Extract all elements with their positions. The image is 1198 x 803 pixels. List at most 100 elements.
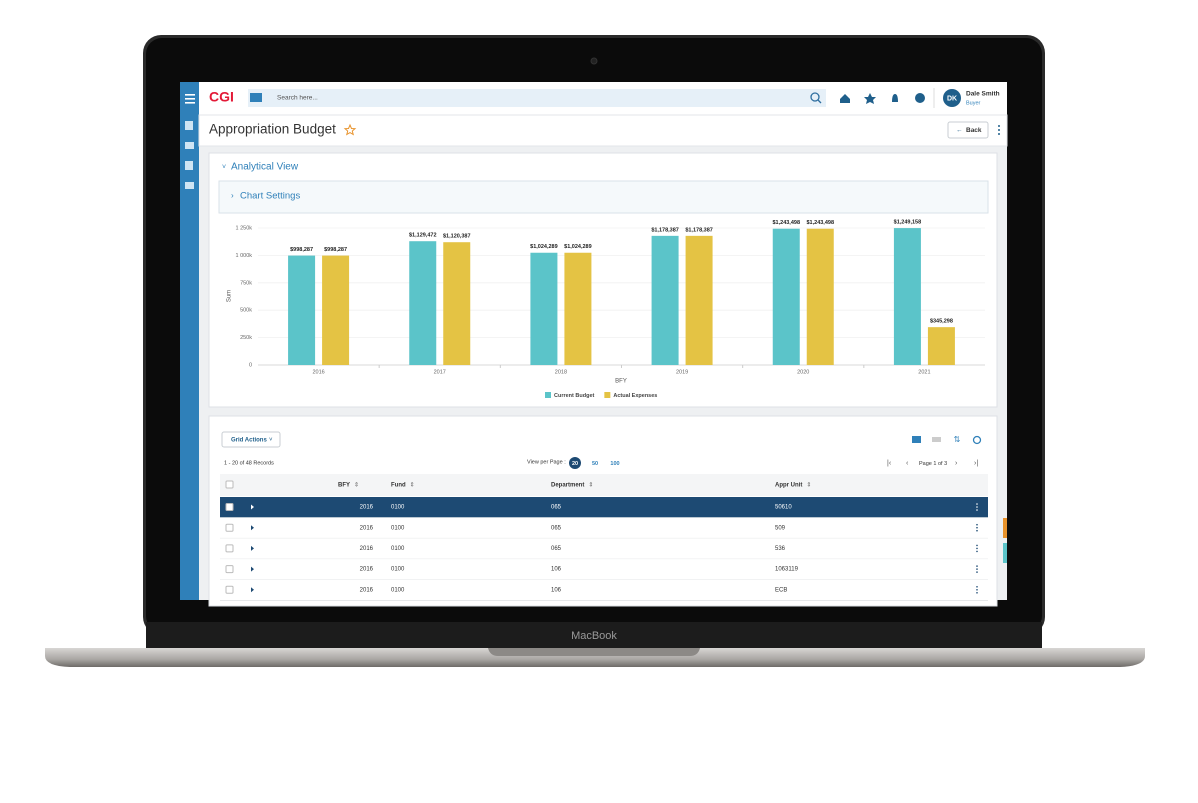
bar: [530, 252, 558, 365]
page-size[interactable]: 100: [610, 461, 619, 467]
x-tick-label: 2020: [797, 369, 809, 375]
expand-row[interactable]: [251, 566, 254, 572]
column-header[interactable]: BFY: [338, 483, 350, 489]
row-menu[interactable]: [976, 547, 978, 550]
row-menu[interactable]: [976, 550, 978, 553]
row-checkbox[interactable]: [225, 585, 234, 594]
row-checkbox[interactable]: [225, 565, 234, 574]
column-header[interactable]: Department: [551, 483, 584, 489]
row[interactable]: [220, 517, 988, 539]
next-page[interactable]: ›: [955, 460, 958, 467]
settings-tool[interactable]: [972, 435, 982, 445]
legend-swatch: [604, 392, 611, 398]
cell: 50610: [775, 505, 792, 511]
page-size[interactable]: 20: [572, 461, 578, 467]
user-name: Dale Smith: [966, 91, 1000, 98]
cell: 106: [551, 587, 562, 593]
expand-row[interactable]: [251, 504, 254, 510]
collapse-icon[interactable]: ˅: [222, 164, 226, 171]
help-icon[interactable]: [915, 93, 925, 103]
cell: 509: [775, 525, 786, 531]
side-tab[interactable]: [1003, 518, 1007, 538]
title-bar: [198, 114, 1008, 147]
last-page[interactable]: ›|: [974, 460, 978, 467]
search-box[interactable]: [248, 89, 826, 107]
side-tab[interactable]: [1003, 543, 1007, 563]
selected-row[interactable]: [220, 497, 988, 518]
expand-row[interactable]: [251, 545, 254, 551]
row-menu[interactable]: [976, 503, 978, 505]
sidebar-icon[interactable]: [185, 121, 193, 130]
value-label: $1,129,472: [409, 233, 437, 239]
row-checkbox[interactable]: [225, 503, 234, 511]
select-all[interactable]: [225, 480, 234, 489]
prev-page[interactable]: ‹: [906, 460, 909, 467]
grid-tool[interactable]: [932, 437, 941, 442]
y-tick-label: 1 000k: [235, 253, 252, 259]
row-menu[interactable]: [976, 506, 978, 508]
row-menu[interactable]: [976, 565, 978, 567]
search-icon[interactable]: [810, 92, 820, 102]
section-title[interactable]: Analytical View: [231, 162, 299, 173]
expand-row[interactable]: [251, 525, 254, 531]
row[interactable]: [220, 579, 988, 601]
y-axis-label: Sum: [227, 290, 233, 302]
user-role: Buyer: [966, 100, 981, 106]
cell: 065: [551, 505, 562, 511]
column-header[interactable]: Appr Unit: [775, 483, 802, 489]
sidebar-icon[interactable]: [185, 182, 194, 189]
bar: [564, 252, 592, 365]
expand-row[interactable]: [251, 587, 254, 593]
page-info: Page 1 of 3: [919, 461, 947, 467]
notifications-icon[interactable]: [892, 94, 898, 102]
row-menu[interactable]: [976, 589, 978, 591]
value-label: $1,243,498: [772, 220, 800, 226]
column-header[interactable]: Fund: [391, 483, 406, 489]
more-menu[interactable]: [998, 125, 1000, 135]
row-checkbox[interactable]: [225, 523, 234, 532]
sidebar-icon[interactable]: [185, 142, 194, 149]
x-tick-label: 2019: [676, 369, 688, 375]
legend-label: Current Budget: [554, 393, 595, 399]
bar: [927, 327, 955, 365]
bar: [772, 228, 800, 365]
row-menu[interactable]: [976, 568, 978, 570]
row-menu[interactable]: [976, 592, 978, 594]
row-menu[interactable]: [976, 544, 978, 547]
chart: 0 250k 500k 750k 1 000k 1 250k 2016 $998,287 $99…: [235, 220, 985, 399]
device-label: MacBook: [571, 630, 617, 642]
avatar[interactable]: [943, 89, 961, 107]
row-menu[interactable]: [976, 529, 978, 532]
row-menu[interactable]: [976, 509, 978, 511]
back-button[interactable]: [947, 121, 989, 139]
bar: [409, 241, 437, 365]
settings-title: Chart Settings: [240, 191, 300, 202]
search-placeholder: Search here...: [277, 95, 318, 102]
y-tick-label: 0: [249, 362, 252, 368]
x-tick-label: 2017: [434, 369, 446, 375]
y-tick-label: 1 250k: [235, 225, 252, 231]
page-size[interactable]: 50: [592, 461, 598, 467]
favorite-star[interactable]: [343, 123, 357, 136]
sort-tool[interactable]: ⇅: [954, 435, 961, 444]
row[interactable]: [220, 559, 988, 580]
first-page[interactable]: |‹: [887, 460, 892, 467]
home-icon[interactable]: [840, 94, 850, 103]
row-menu[interactable]: [976, 571, 978, 573]
row-menu[interactable]: [976, 586, 978, 588]
row[interactable]: [220, 538, 988, 560]
row-checkbox[interactable]: [225, 544, 234, 553]
menu-icon[interactable]: [185, 94, 195, 104]
row-menu[interactable]: [976, 526, 978, 529]
sidebar: [180, 82, 199, 600]
sidebar-icon[interactable]: [185, 161, 193, 170]
grid-tool[interactable]: [912, 436, 921, 443]
grid-actions-button[interactable]: [221, 431, 281, 448]
favorites-icon[interactable]: [864, 93, 876, 104]
grid: 20 50 100 BFY ⇕ Fund ⇕ Department ⇕ Appr Unit ⇕ 201…: [220, 457, 988, 601]
row-menu[interactable]: [976, 523, 978, 526]
chart-settings[interactable]: [218, 180, 989, 214]
grid-actions-label: Grid Actions: [231, 438, 267, 444]
search-scope[interactable]: [250, 93, 262, 102]
